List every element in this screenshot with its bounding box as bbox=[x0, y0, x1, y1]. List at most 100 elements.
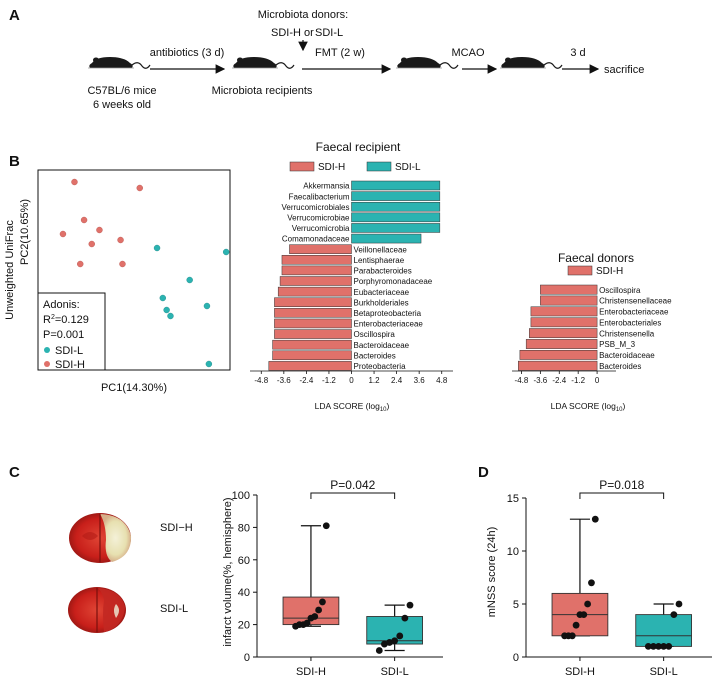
lda-tick-label: -1.2 bbox=[571, 376, 585, 385]
lda-bar bbox=[529, 328, 598, 339]
data-point bbox=[675, 600, 683, 608]
lda-donor-xlabel: LDA SCORE (log10) bbox=[551, 401, 626, 413]
lda-recipient-xlabel-main: LDA SCORE (log bbox=[315, 401, 380, 411]
data-point bbox=[572, 621, 580, 629]
adonis-box bbox=[37, 292, 106, 371]
box bbox=[635, 614, 692, 647]
panel-c-label: C bbox=[9, 464, 20, 481]
pcoa-legend-marker-h bbox=[44, 361, 50, 367]
lda-tick-label: -4.8 bbox=[254, 376, 268, 385]
pcoa-point-sdi-h bbox=[117, 236, 124, 244]
lda-bar-label: Oscillospira bbox=[354, 330, 396, 339]
lda-donor-xlabel-main: LDA SCORE (log bbox=[551, 401, 616, 411]
lda-recipient-chart: -4.8 -3.6 -2.4 -1.2 0 1.2 2.4 3.6 4.8 Akkermansia… bbox=[250, 180, 453, 385]
lda-donor-xlabel-sub: 10 bbox=[616, 407, 623, 413]
lda-bar bbox=[281, 265, 352, 276]
pcoa-legend-marker-l bbox=[44, 347, 50, 353]
pcoa-point-sdi-l bbox=[222, 248, 230, 256]
pcoa-ylabel-line1: Unweighted UniFrac bbox=[4, 220, 16, 320]
lda-bar-label: Enterobacteriaceae bbox=[599, 308, 669, 317]
lda-recipient-xlabel-sub: 10 bbox=[380, 407, 387, 413]
pcoa-point-sdi-h bbox=[71, 178, 78, 186]
pcoa-legend-label-h: SDI-H bbox=[55, 359, 85, 371]
y-tick-label: 5 bbox=[513, 599, 519, 611]
mice-label-line1: C57BL/6 mice bbox=[87, 85, 156, 97]
mcao-label: MCAO bbox=[452, 47, 485, 59]
adonis-r2-value: =0.129 bbox=[55, 314, 89, 326]
lda-recipient-title: Faecal recipient bbox=[316, 140, 401, 154]
lda-bar bbox=[268, 361, 352, 371]
lda-bar-label: Veillonellaceae bbox=[354, 245, 408, 254]
significance-bracket bbox=[579, 492, 665, 499]
lda-bar-label: Burkholderiales bbox=[354, 298, 409, 307]
lda-recipient-legend-l bbox=[366, 161, 392, 172]
y-tick-label: 10 bbox=[507, 546, 519, 558]
lda-bar bbox=[530, 306, 598, 317]
pcoa-point-sdi-h bbox=[88, 240, 95, 248]
pcoa-point-sdi-h bbox=[119, 260, 126, 268]
lda-donor-legend-h bbox=[567, 265, 593, 276]
lda-bar bbox=[272, 339, 352, 350]
lda-tick-label: -4.8 bbox=[515, 376, 529, 385]
lda-bar-label: Faecalibacterium bbox=[289, 192, 350, 201]
pcoa-points bbox=[59, 178, 230, 368]
lda-tick-label: -2.4 bbox=[299, 376, 313, 385]
lda-bar bbox=[540, 295, 598, 306]
y-tick-label: 0 bbox=[513, 652, 519, 664]
lda-bar bbox=[289, 244, 352, 254]
mice-label-line2: 6 weeks old bbox=[93, 99, 151, 111]
lda-bar-label: Verrucomicrobia bbox=[292, 224, 350, 233]
lda-bar bbox=[351, 180, 441, 191]
lda-bar bbox=[274, 329, 352, 339]
lda-tick-label: -2.4 bbox=[552, 376, 566, 385]
data-point bbox=[588, 579, 595, 587]
data-point bbox=[381, 640, 388, 648]
lda-bar bbox=[274, 318, 352, 329]
brain-slice-h-image bbox=[69, 513, 132, 563]
panel-b-label: B bbox=[9, 153, 20, 170]
pcoa-point-sdi-l bbox=[159, 294, 167, 302]
lda-bar bbox=[530, 317, 598, 328]
brain-h-label: SDI−H bbox=[160, 522, 193, 534]
pcoa-point-sdi-l bbox=[163, 306, 170, 314]
lda-bar-label: Betaproteobacteria bbox=[354, 309, 422, 318]
y-tick-label: 100 bbox=[232, 490, 250, 502]
mouse-icon bbox=[500, 57, 563, 69]
data-point bbox=[584, 600, 592, 608]
panel-c-boxplot: 0 20 40 60 80 100 SDI-H SDI-L P=0.042 bbox=[232, 478, 443, 678]
lda-bar-label: Christensenella bbox=[599, 329, 655, 338]
adonis-p: P=0.001 bbox=[43, 329, 84, 341]
lda-recipient-legend-h bbox=[289, 161, 315, 172]
pcoa-point-sdi-l bbox=[153, 244, 161, 252]
y-tick-label: 0 bbox=[244, 652, 250, 664]
lda-bar bbox=[519, 350, 598, 360]
lda-tick-label: -3.6 bbox=[277, 376, 291, 385]
data-point bbox=[591, 515, 599, 523]
x-tick-label: SDI-H bbox=[296, 666, 326, 678]
lda-donor-legend-h-label: SDI-H bbox=[596, 266, 623, 277]
data-point bbox=[319, 598, 326, 606]
lda-donor-title: Faecal donors bbox=[558, 251, 634, 265]
y-tick-label: 40 bbox=[238, 587, 250, 599]
lda-tick-label: 3.6 bbox=[414, 376, 426, 385]
data-point bbox=[650, 643, 657, 650]
lda-bar bbox=[351, 212, 441, 223]
lda-tick-label: 2.4 bbox=[391, 376, 403, 385]
data-point bbox=[660, 643, 668, 650]
lda-bar-label: Verrucomicrobiales bbox=[281, 203, 349, 212]
pcoa-point-sdi-l bbox=[205, 360, 213, 368]
lda-bar-label: Bacteroidaceae bbox=[599, 351, 655, 360]
data-point bbox=[665, 643, 673, 650]
lda-tick-label: -1.2 bbox=[322, 376, 336, 385]
fmt-label: FMT (2 w) bbox=[315, 47, 365, 59]
lda-recipient-legend-l-label: SDI-L bbox=[395, 162, 421, 173]
pcoa-point-sdi-h bbox=[77, 260, 84, 268]
pcoa-point-sdi-h bbox=[96, 226, 103, 234]
y-tick-label: 60 bbox=[238, 555, 250, 567]
lda-bar bbox=[540, 284, 598, 295]
y-tick-label: 15 bbox=[507, 493, 519, 505]
sacrifice-label: sacrifice bbox=[604, 64, 644, 76]
lda-bar-label: Enterobacteriaceae bbox=[354, 320, 424, 329]
adonis-r2: R2=0.129 bbox=[43, 314, 89, 326]
panel-d-ylabel: mNSS score (24h) bbox=[486, 527, 498, 617]
